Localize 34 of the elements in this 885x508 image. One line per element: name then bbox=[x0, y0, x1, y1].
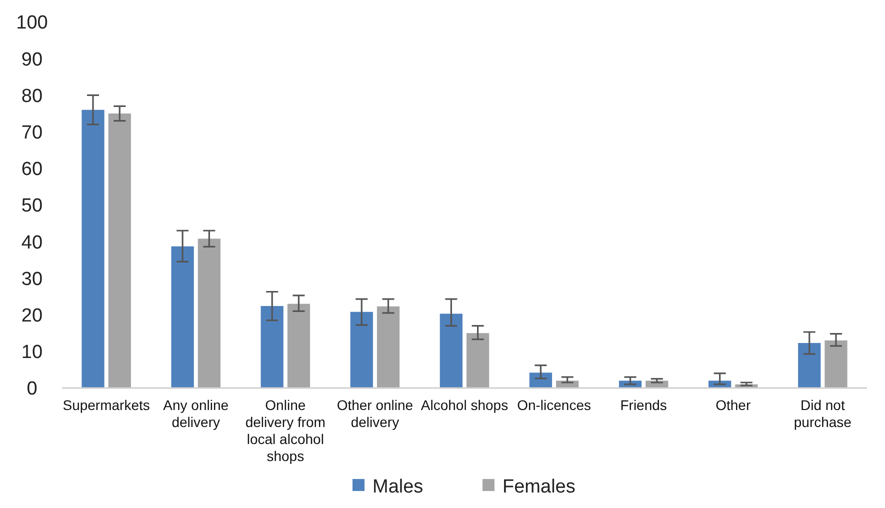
legend-label: Males bbox=[372, 476, 424, 498]
y-tick-label: 40 bbox=[21, 232, 43, 254]
x-tick-label: On-licences bbox=[517, 397, 592, 413]
bar bbox=[171, 246, 194, 388]
x-tick-label: Online delivery from local alcohol shops bbox=[245, 397, 326, 464]
y-tick-label: 80 bbox=[21, 86, 43, 107]
bar bbox=[824, 340, 848, 388]
x-tick-label: Alcohol shops bbox=[420, 397, 508, 413]
bar bbox=[287, 304, 310, 388]
y-tick-label: 10 bbox=[21, 342, 43, 364]
bar bbox=[466, 333, 490, 388]
y-tick-label: 70 bbox=[21, 122, 43, 144]
bar bbox=[440, 314, 463, 388]
y-tick-label: 20 bbox=[21, 305, 43, 326]
y-tick-label: 0 bbox=[26, 378, 38, 400]
bar bbox=[376, 306, 400, 388]
bar bbox=[108, 114, 131, 388]
bar bbox=[82, 110, 104, 388]
bar bbox=[798, 342, 821, 388]
bar bbox=[350, 312, 373, 388]
bar bbox=[260, 306, 284, 388]
y-tick-label: 50 bbox=[21, 196, 43, 217]
x-tick-label: Other bbox=[716, 397, 751, 413]
legend-label: Females bbox=[502, 476, 576, 498]
bar bbox=[198, 238, 220, 388]
y-tick-label: 60 bbox=[21, 159, 43, 180]
y-tick-label: 90 bbox=[21, 49, 43, 70]
x-tick-label: Supermarkets bbox=[62, 397, 150, 413]
x-tick-label: Any online delivery bbox=[163, 397, 229, 430]
y-tick-label: 100 bbox=[16, 12, 48, 34]
x-tick-label: Did not purchase bbox=[794, 397, 852, 430]
x-tick-label: Friends bbox=[620, 397, 667, 413]
y-tick-label: 30 bbox=[21, 268, 43, 290]
x-tick-label: Other online delivery bbox=[336, 397, 414, 430]
